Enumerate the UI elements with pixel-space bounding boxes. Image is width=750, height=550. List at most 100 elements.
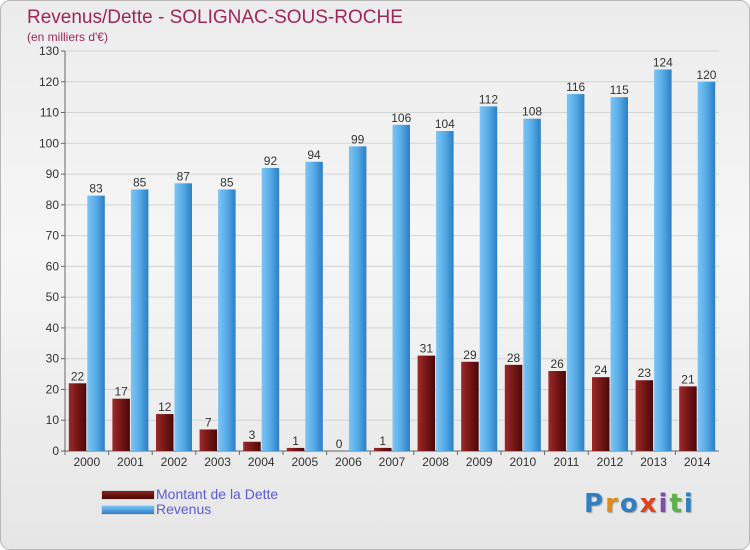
y-tick-label: 80 <box>46 198 60 212</box>
bar-revenus-2006 <box>348 146 367 451</box>
y-tick-label: 10 <box>46 413 60 427</box>
bar-revenus-2009 <box>479 106 498 451</box>
y-tick-label: 100 <box>39 136 59 150</box>
bar-revenus-2014 <box>697 81 716 452</box>
data-label-revenus: 85 <box>220 175 234 189</box>
data-label-dette: 3 <box>249 428 256 442</box>
data-label-dette: 23 <box>638 366 652 380</box>
y-tick-label: 90 <box>46 167 60 181</box>
x-tick-label: 2000 <box>73 455 100 469</box>
y-tick-label: 50 <box>46 290 60 304</box>
legend-label-dette: Montant de la Dette <box>156 486 279 502</box>
bar-dette-2007 <box>374 447 392 451</box>
x-tick-label: 2001 <box>117 455 144 469</box>
x-tick-label: 2005 <box>291 455 318 469</box>
data-label-revenus: 106 <box>391 111 411 125</box>
data-label-dette: 26 <box>550 357 564 371</box>
bar-revenus-2002 <box>174 183 192 452</box>
data-label-dette: 0 <box>336 437 343 451</box>
chart-subtitle: (en milliers d'€) <box>27 30 108 44</box>
x-tick-label: 2008 <box>422 455 449 469</box>
bar-revenus-2004 <box>261 167 280 451</box>
data-label-revenus: 116 <box>566 80 585 94</box>
logo-letter: t <box>669 489 684 519</box>
data-label-revenus: 115 <box>610 83 629 97</box>
y-tick-label: 30 <box>46 352 60 366</box>
bar-dette-2014 <box>679 386 697 451</box>
y-tick-label: 20 <box>46 382 60 396</box>
data-label-dette: 28 <box>507 351 521 365</box>
bar-dette-2012 <box>592 377 610 451</box>
bar-dette-2002 <box>156 414 174 451</box>
data-label-dette: 24 <box>594 363 608 377</box>
bar-dette-2013 <box>635 380 654 451</box>
data-label-dette: 12 <box>158 400 172 414</box>
x-tick-label: 2006 <box>335 455 362 469</box>
bar-dette-2011 <box>548 371 566 451</box>
data-label-revenus: 104 <box>435 117 455 131</box>
bar-dette-2010 <box>504 364 523 451</box>
legend-label-revenus: Revenus <box>156 501 212 517</box>
y-tick-label: 120 <box>39 75 59 89</box>
legend-swatch-dette <box>101 490 155 500</box>
x-tick-label: 2007 <box>379 455 406 469</box>
y-tick-label: 110 <box>40 106 59 120</box>
bar-dette-2003 <box>199 429 218 451</box>
bar-dette-2008 <box>417 355 436 451</box>
x-tick-label: 2010 <box>509 455 536 469</box>
bar-revenus-2005 <box>305 161 323 451</box>
chart-title: Revenus/Dette - SOLIGNAC-SOUS-ROCHE <box>27 7 403 28</box>
data-label-revenus: 108 <box>522 105 542 119</box>
x-tick-label: 2012 <box>597 455 624 469</box>
x-tick-label: 2004 <box>248 455 275 469</box>
logo-letter: i <box>658 489 670 519</box>
y-tick-label: 70 <box>46 229 60 243</box>
data-label-dette: 22 <box>71 369 85 383</box>
x-tick-label: 2011 <box>553 455 579 469</box>
data-label-revenus: 94 <box>307 148 321 162</box>
bar-dette-2000 <box>68 383 87 451</box>
data-label-dette: 1 <box>379 434 386 448</box>
data-label-revenus: 99 <box>351 132 365 146</box>
x-tick-label: 2014 <box>684 455 711 469</box>
x-tick-label: 2003 <box>204 455 231 469</box>
y-tick-label: 40 <box>46 321 60 335</box>
legend-swatch-revenus <box>101 505 155 515</box>
data-label-dette: 21 <box>681 372 695 386</box>
bar-dette-2004 <box>243 441 261 451</box>
bar-revenus-2007 <box>392 124 410 451</box>
bar-revenus-2000 <box>87 195 105 451</box>
y-tick-label: 0 <box>52 444 59 458</box>
x-tick-label: 2009 <box>466 455 493 469</box>
data-label-dette: 29 <box>463 348 477 362</box>
logo-letter: P <box>584 489 606 519</box>
data-label-revenus: 83 <box>89 182 103 196</box>
bar-revenus-2001 <box>130 189 149 451</box>
bar-revenus-2003 <box>218 189 236 451</box>
data-label-dette: 31 <box>420 342 434 356</box>
bar-revenus-2011 <box>566 94 585 452</box>
bar-revenus-2012 <box>610 97 628 452</box>
data-label-revenus: 87 <box>177 169 191 183</box>
bar-revenus-2008 <box>436 131 454 451</box>
bar-revenus-2010 <box>523 118 541 451</box>
logo-letter: x <box>639 489 659 519</box>
data-label-revenus: 112 <box>479 92 498 106</box>
data-label-revenus: 124 <box>653 55 673 69</box>
data-label-dette: 7 <box>205 415 212 429</box>
data-label-revenus: 120 <box>696 68 716 82</box>
bar-dette-2005 <box>286 447 305 451</box>
bar-dette-2001 <box>112 398 130 451</box>
bar-revenus-2013 <box>654 69 672 451</box>
logo-letter: r <box>605 489 620 519</box>
data-label-dette: 1 <box>292 434 299 448</box>
data-label-dette: 17 <box>114 385 128 399</box>
proxiti-logo: Proxiti <box>584 489 695 519</box>
bar-dette-2009 <box>461 361 479 451</box>
data-label-revenus: 85 <box>133 175 147 189</box>
y-tick-label: 130 <box>39 44 59 58</box>
x-tick-label: 2013 <box>640 455 667 469</box>
y-tick-label: 60 <box>46 259 60 273</box>
logo-letter: o <box>619 489 640 519</box>
